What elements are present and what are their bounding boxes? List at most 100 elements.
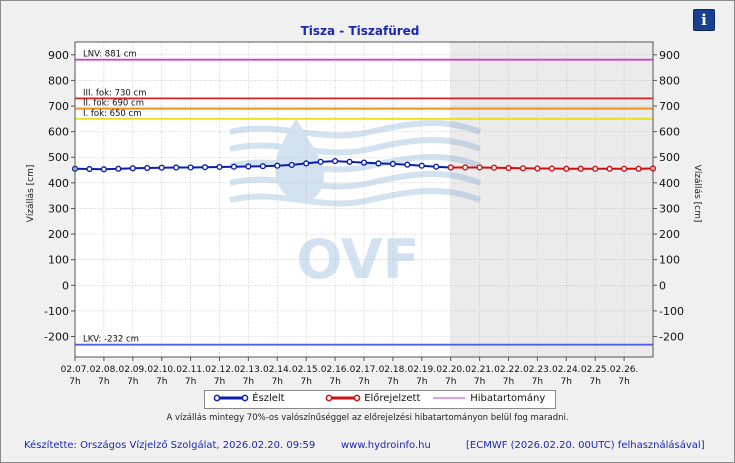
observed-point: [129, 165, 136, 172]
forecast-region: [450, 42, 653, 357]
x-tick-label-date: 02.08.: [90, 365, 119, 375]
forecast-point: [548, 165, 555, 172]
info-icon[interactable]: i: [693, 9, 715, 31]
y-tick-label-right: 300: [659, 202, 680, 215]
x-tick-label-hour: 7h: [214, 377, 225, 387]
footer-author: Készítette: Országos Vízjelző Szolgálat,…: [24, 440, 316, 451]
x-tick-label-date: 02.22.: [494, 365, 523, 375]
observed-point: [144, 164, 151, 172]
x-tick-label-date: 02.11.: [176, 365, 205, 375]
y-tick-label-right: 0: [659, 279, 666, 292]
x-tick-label-hour: 7h: [445, 377, 456, 387]
x-tick-label-hour: 7h: [561, 377, 572, 387]
observed-point: [389, 160, 397, 168]
x-tick-label-date: 02.20.: [436, 365, 465, 375]
x-tick-label-hour: 7h: [589, 377, 600, 387]
observed-point: [375, 160, 382, 167]
x-tick-label-hour: 7h: [503, 377, 514, 387]
reference-line-label: LNV: 881 cm: [83, 50, 137, 60]
x-tick-label-date: 02.16.: [321, 365, 350, 375]
observed-point: [230, 163, 238, 170]
observed-point: [274, 162, 281, 169]
watermark-wave-shape: [229, 154, 482, 173]
x-tick-label-date: 02.14.: [263, 365, 292, 375]
observed-point: [245, 163, 252, 170]
observed-point: [360, 159, 368, 166]
x-tick-label-hour: 7h: [69, 377, 80, 387]
observed-point: [346, 158, 353, 165]
x-tick-label-hour: 7h: [127, 377, 138, 387]
y-tick-label-left: 100: [48, 254, 69, 267]
y-tick-label-left: 500: [48, 151, 69, 164]
legend-label-observed: Észlelt: [252, 393, 285, 404]
legend-item-observed: Észlelt: [213, 393, 285, 404]
observed-point: [418, 162, 425, 169]
observed-point: [100, 166, 108, 173]
x-tick-label-hour: 7h: [329, 377, 340, 387]
y-tick-label-left: 300: [48, 202, 69, 215]
y-tick-label-left: 900: [48, 49, 69, 62]
x-tick-label-hour: 7h: [358, 377, 369, 387]
legend-label-error-band: Hibatartomány: [470, 393, 546, 404]
forecast-point: [620, 165, 628, 172]
watermark-wave-shape: [229, 137, 482, 156]
reference-line-label: III. fok: 730 cm: [83, 88, 146, 98]
forecast-point: [462, 164, 469, 171]
x-tick-label-date: 02.17.: [350, 365, 379, 375]
observed-point: [173, 164, 180, 171]
observed-point: [404, 161, 411, 168]
observed-point: [187, 164, 194, 171]
observed-point: [259, 163, 266, 170]
y-tick-label-right: 600: [659, 126, 680, 139]
x-tick-label-hour: 7h: [474, 377, 485, 387]
y-tick-label-right: 200: [659, 228, 680, 241]
y-tick-label-left: 700: [48, 100, 69, 113]
footer-site-link[interactable]: www.hydroinfo.hu: [341, 440, 431, 451]
legend-swatch-observed: [213, 394, 249, 402]
x-tick-label-date: 02.26.: [610, 365, 639, 375]
y-tick-label-right: 700: [659, 100, 680, 113]
x-tick-label-hour: 7h: [272, 377, 283, 387]
watermark-wave-shape: [229, 171, 482, 190]
observed-point: [201, 164, 209, 171]
ovf-watermark-logo: OVF: [229, 118, 482, 291]
x-tick-label-hour: 7h: [156, 377, 167, 387]
forecast-point: [490, 164, 498, 171]
x-tick-label-date: 02.15.: [292, 365, 321, 375]
observed-point: [115, 165, 122, 172]
chart-legend: Észlelt Előrejelzett Hibatartomány: [204, 390, 556, 409]
observed-point: [332, 157, 339, 165]
x-tick-label-hour: 7h: [416, 377, 427, 387]
x-tick-label-date: 02.24.: [552, 365, 581, 375]
forecast-point: [476, 164, 483, 171]
y-tick-label-right: 800: [659, 74, 680, 87]
reference-line-label: LKV: -232 cm: [83, 335, 139, 345]
y-tick-label-left: -200: [44, 331, 69, 344]
observed-point: [86, 165, 93, 173]
legend-item-forecast: Előrejelzett: [325, 393, 420, 404]
forecast-point: [606, 165, 613, 172]
observed-point: [288, 161, 295, 169]
y-axis-label-left: Vízállás [cm]: [26, 165, 36, 223]
x-tick-label-date: 02.13.: [234, 365, 263, 375]
y-tick-label-right: 900: [659, 49, 680, 62]
x-tick-label-date: 02.10.: [147, 365, 176, 375]
forecast-point: [563, 165, 570, 172]
x-tick-label-date: 02.18.: [379, 365, 408, 375]
observed-point: [216, 163, 223, 171]
y-tick-label-left: -100: [44, 305, 69, 318]
forecast-point: [519, 165, 527, 172]
y-tick-label-left: 0: [62, 279, 69, 292]
reference-line-label: II. fok: 690 cm: [83, 99, 144, 109]
watermark-wave-shape: [229, 120, 482, 139]
footer: Készítette: Országos Vízjelző Szolgálat,…: [0, 437, 735, 457]
chart-title: Tisza - Tiszafüred: [301, 24, 420, 38]
x-tick-label-date: 02.23.: [523, 365, 552, 375]
y-tick-label-left: 800: [48, 74, 69, 87]
x-tick-label-hour: 7h: [387, 377, 398, 387]
forecast-point: [592, 165, 599, 172]
watermark-wave-shape: [229, 188, 482, 207]
x-tick-label-date: 02.07.: [61, 365, 90, 375]
legend-label-forecast: Előrejelzett: [364, 393, 421, 404]
